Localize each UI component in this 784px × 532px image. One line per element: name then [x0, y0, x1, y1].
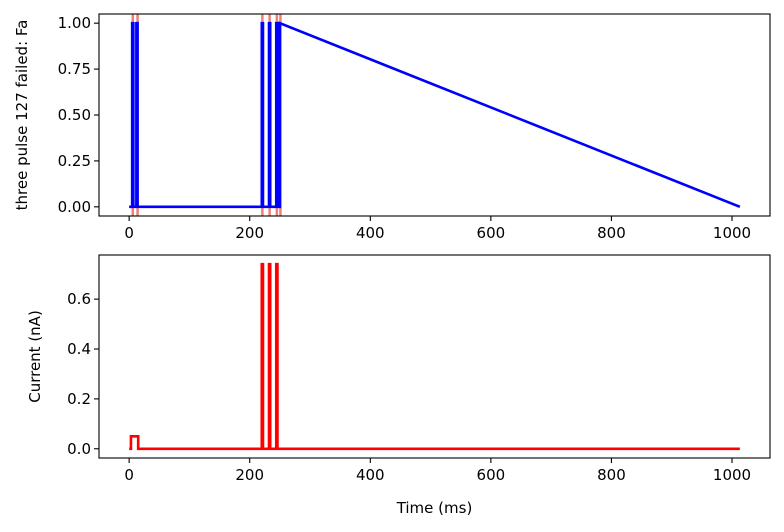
axes-frame	[98, 254, 771, 459]
x-tick-label: 0	[124, 466, 134, 484]
y-tick-label: 0.2	[67, 390, 91, 408]
x-tick-label: 600	[477, 224, 506, 242]
x-tick-label: 400	[356, 224, 385, 242]
x-tick-label: 800	[597, 466, 626, 484]
y-tick-label: 0.50	[58, 106, 91, 124]
x-tick-label: 600	[477, 466, 506, 484]
plot-area	[129, 14, 741, 216]
subplot-1: 0 200 400 600 800 1000 0.00 0.25 0.50 0.75 1.00 thr…	[13, 13, 771, 242]
y-tick-label: 0.75	[58, 60, 91, 78]
y-tick-label: 0.6	[67, 290, 91, 308]
y-tick-label: 0.25	[58, 152, 91, 170]
y-axis-label: three pulse 127 failed: Fa	[13, 20, 31, 211]
x-tick-label: 200	[235, 224, 264, 242]
x-tick-label: 0	[124, 224, 134, 242]
x-axis-label: Time (ms)	[396, 499, 473, 517]
y-tick-label: 0.0	[67, 440, 91, 458]
series-line	[129, 262, 740, 451]
x-tick-label: 1000	[713, 224, 751, 242]
subplot-2: 0 200 400 600 800 1000 0.0 0.2 0.4 0.6 Current (nA…	[26, 254, 771, 517]
x-tick-label: 200	[235, 466, 264, 484]
series-line	[129, 21, 741, 209]
x-tick-label: 800	[597, 224, 626, 242]
x-tick-label: 1000	[713, 466, 751, 484]
y-tick-label: 1.00	[58, 14, 91, 32]
axes-frame	[98, 13, 771, 217]
y-tick-label: 0.4	[67, 340, 91, 358]
x-tick-label: 400	[356, 466, 385, 484]
y-tick-label: 0.00	[58, 198, 91, 216]
plot-area	[129, 262, 740, 451]
y-axis-label: Current (nA)	[26, 310, 44, 403]
